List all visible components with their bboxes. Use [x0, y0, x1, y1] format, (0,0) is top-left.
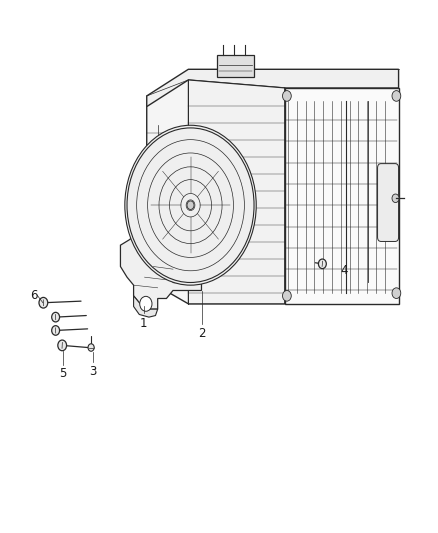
Text: 5: 5	[59, 367, 66, 380]
Circle shape	[52, 326, 60, 335]
Circle shape	[125, 125, 256, 285]
FancyBboxPatch shape	[217, 55, 254, 77]
Text: 2: 2	[198, 327, 206, 340]
Circle shape	[318, 259, 326, 269]
Text: 3: 3	[89, 365, 96, 378]
Circle shape	[58, 340, 67, 351]
Polygon shape	[134, 296, 158, 317]
Circle shape	[392, 288, 401, 298]
Polygon shape	[147, 80, 285, 304]
Text: 6: 6	[30, 289, 38, 302]
Polygon shape	[120, 235, 201, 309]
FancyBboxPatch shape	[378, 164, 399, 241]
Circle shape	[392, 91, 401, 101]
Circle shape	[39, 297, 48, 308]
Text: 4: 4	[341, 264, 348, 277]
Circle shape	[88, 344, 94, 351]
Circle shape	[283, 290, 291, 301]
Circle shape	[392, 194, 399, 203]
Circle shape	[187, 201, 194, 209]
Polygon shape	[147, 69, 399, 107]
Circle shape	[140, 296, 152, 311]
FancyBboxPatch shape	[285, 88, 399, 304]
Circle shape	[52, 312, 60, 322]
Polygon shape	[188, 80, 285, 304]
Circle shape	[283, 91, 291, 101]
Text: 1: 1	[140, 317, 148, 329]
